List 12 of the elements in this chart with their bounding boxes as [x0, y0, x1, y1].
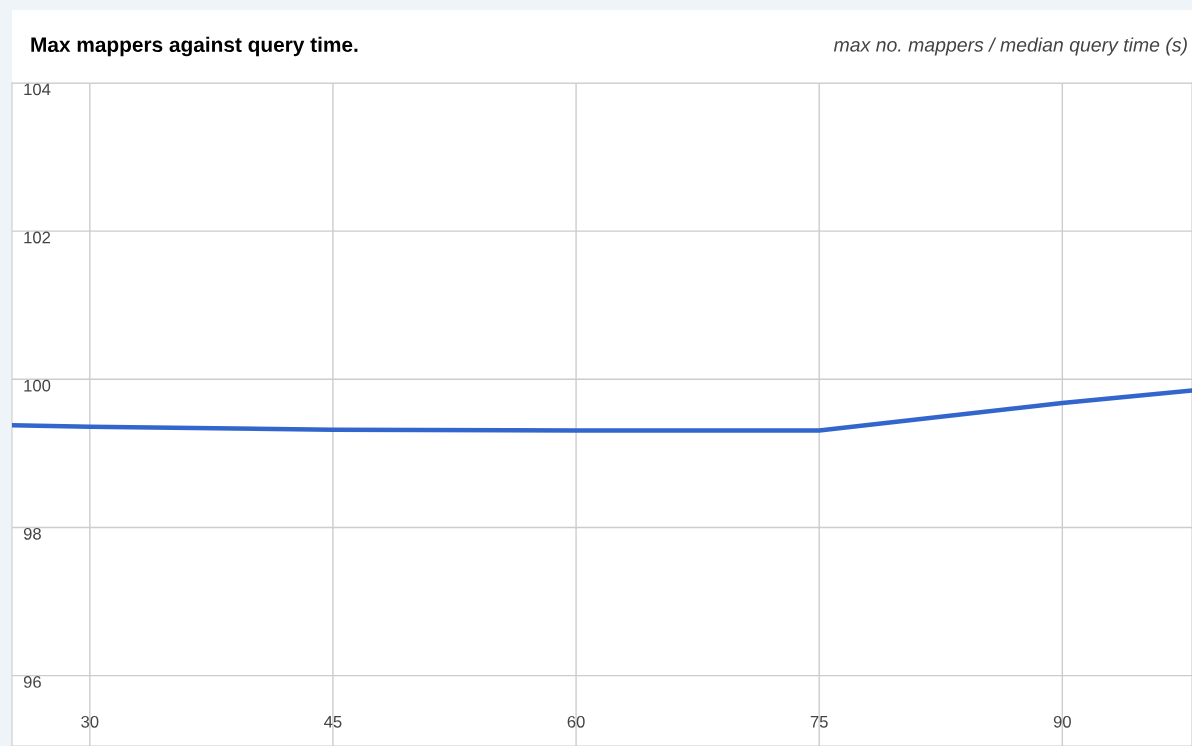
y-tick-label: 104: [24, 83, 51, 96]
y-tick-label: 102: [24, 231, 51, 244]
x-tick-label: 30: [81, 715, 99, 728]
x-tick-label: 45: [324, 716, 342, 728]
chart-title: Max mappers against query time.: [31, 36, 358, 57]
y-tick-label: 96: [23, 676, 41, 688]
x-tick-label: 60: [567, 715, 585, 728]
y-tick-label: 98: [23, 527, 41, 540]
x-tick-label: 75: [810, 716, 828, 728]
y-tick-label: 100: [24, 379, 51, 392]
chart-subtitle: max no. mappers / median query time (s): [833, 37, 1187, 56]
x-tick-label: 90: [1053, 715, 1071, 728]
